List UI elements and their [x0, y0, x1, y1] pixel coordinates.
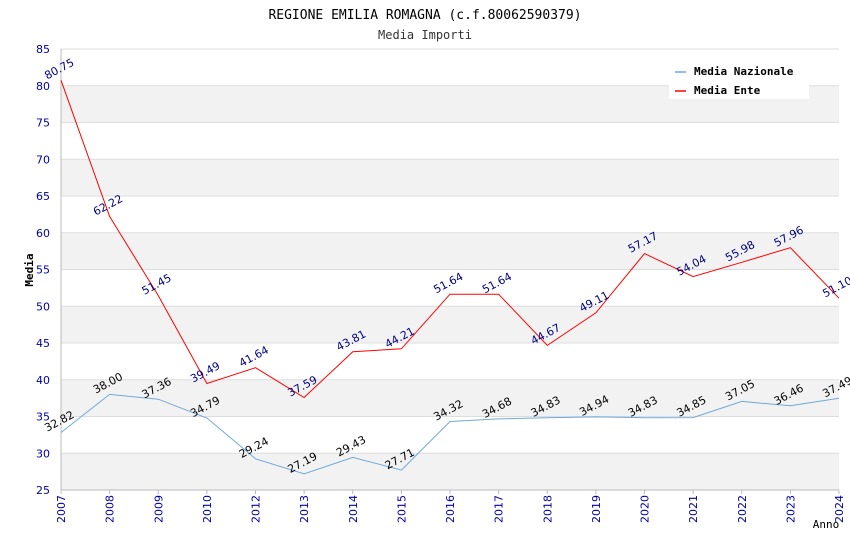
- grid-band: [61, 196, 839, 233]
- grid-band: [61, 232, 839, 270]
- x-tick-label: 2010: [201, 495, 214, 523]
- x-tick-label: 2022: [736, 495, 749, 523]
- x-tick-label: 2007: [55, 495, 68, 523]
- y-tick-label: 45: [36, 337, 50, 350]
- series-line-media-nazionale: [60, 393, 840, 475]
- y-tick-label: 75: [36, 117, 50, 130]
- grid-band: [61, 269, 839, 307]
- y-tick-label: 60: [36, 227, 50, 240]
- legend-label-media-nazionale: Media Nazionale: [694, 65, 794, 78]
- grid-band: [61, 343, 839, 380]
- x-tick-label: 2018: [541, 495, 554, 523]
- chart-subtitle: Media Importi: [378, 28, 472, 42]
- grid-band: [61, 379, 839, 417]
- y-tick-label: 50: [36, 300, 50, 313]
- grid-band: [61, 306, 839, 343]
- x-axis-label: Anno: [813, 518, 840, 531]
- axes: [60, 49, 840, 494]
- background-bands: [61, 48, 839, 491]
- legend: Media Nazionale Media Ente: [669, 59, 809, 99]
- grid-band: [61, 416, 839, 454]
- x-tick-label: 2023: [784, 495, 797, 523]
- y-tick-label: 65: [36, 190, 50, 203]
- grid-band: [61, 159, 839, 196]
- y-tick-label: 80: [36, 80, 50, 93]
- legend-label-media-ente: Media Ente: [694, 84, 761, 97]
- y-tick-label: 40: [36, 374, 50, 387]
- chart-title: REGIONE EMILIA ROMAGNA (c.f.80062590379): [268, 8, 581, 23]
- x-tick-label: 2008: [104, 495, 117, 523]
- y-tick-label: 85: [36, 43, 50, 56]
- x-tick-label: 2014: [347, 495, 360, 523]
- y-tick-label: 25: [36, 484, 50, 497]
- grid-band: [61, 453, 839, 490]
- x-tick-label: 2024: [833, 495, 846, 523]
- y-tick-label: 55: [36, 264, 50, 277]
- x-tick-label: 2017: [493, 495, 506, 523]
- y-tick-labels: 25 30 35 40 45 50 55 60 65 70 75 80 85: [36, 43, 50, 497]
- x-tick-label: 2020: [639, 495, 652, 523]
- x-tick-label: 2021: [687, 495, 700, 523]
- x-tick-label: 2012: [250, 495, 263, 523]
- y-tick-label: 70: [36, 153, 50, 166]
- legend-box: [669, 59, 809, 99]
- series-lines: [60, 80, 840, 475]
- x-tick-label: 2013: [298, 495, 311, 523]
- y-axis-label: Media: [23, 253, 36, 286]
- grid-band: [61, 122, 839, 160]
- x-tick-label: 2019: [590, 495, 603, 523]
- y-tick-label: 30: [36, 447, 50, 460]
- x-tick-label: 2009: [152, 495, 165, 523]
- y-tick-label: 35: [36, 411, 50, 424]
- x-tick-label: 2016: [444, 495, 457, 523]
- x-tick-labels: 2007 2008 2009 2010 2012 2013 2014 2015 2016 2017…: [55, 495, 846, 523]
- series-line-media-ente: [60, 80, 840, 399]
- x-tick-label: 2015: [395, 495, 408, 523]
